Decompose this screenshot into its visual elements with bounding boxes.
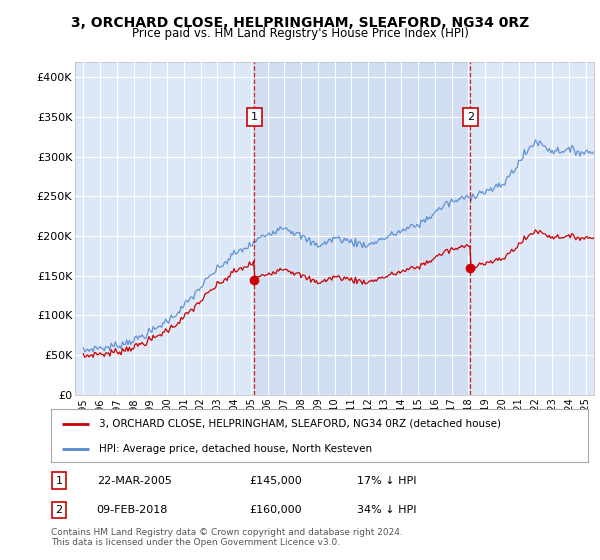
- Text: £160,000: £160,000: [250, 505, 302, 515]
- Text: 3, ORCHARD CLOSE, HELPRINGHAM, SLEAFORD, NG34 0RZ: 3, ORCHARD CLOSE, HELPRINGHAM, SLEAFORD,…: [71, 16, 529, 30]
- Text: HPI: Average price, detached house, North Kesteven: HPI: Average price, detached house, Nort…: [100, 444, 373, 454]
- Text: 2: 2: [467, 112, 474, 122]
- Text: 1: 1: [56, 475, 62, 486]
- Text: Contains HM Land Registry data © Crown copyright and database right 2024.
This d: Contains HM Land Registry data © Crown c…: [51, 528, 403, 547]
- Text: £145,000: £145,000: [250, 475, 302, 486]
- Text: 22-MAR-2005: 22-MAR-2005: [97, 475, 172, 486]
- Text: 1: 1: [251, 112, 258, 122]
- Bar: [254, 62, 470, 395]
- Text: 2: 2: [55, 505, 62, 515]
- Text: 3, ORCHARD CLOSE, HELPRINGHAM, SLEAFORD, NG34 0RZ (detached house): 3, ORCHARD CLOSE, HELPRINGHAM, SLEAFORD,…: [100, 419, 502, 429]
- Text: Price paid vs. HM Land Registry's House Price Index (HPI): Price paid vs. HM Land Registry's House …: [131, 27, 469, 40]
- Text: 34% ↓ HPI: 34% ↓ HPI: [357, 505, 416, 515]
- Text: 17% ↓ HPI: 17% ↓ HPI: [357, 475, 416, 486]
- Text: 09-FEB-2018: 09-FEB-2018: [97, 505, 168, 515]
